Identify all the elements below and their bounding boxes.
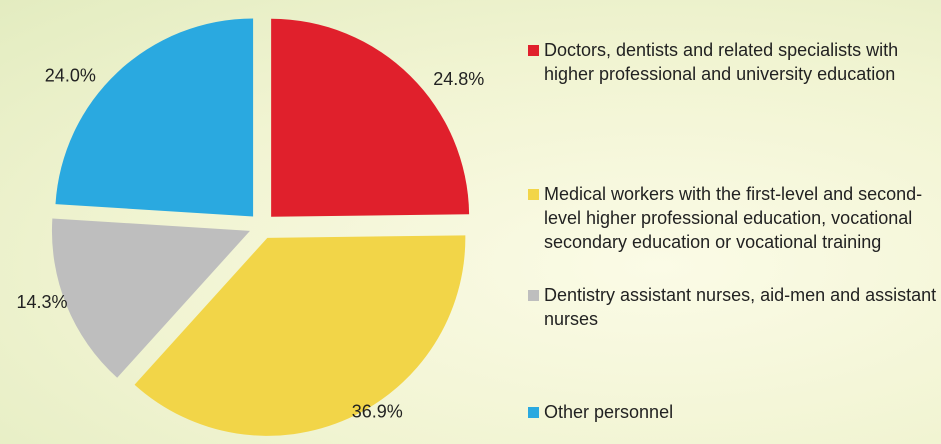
legend-label: Doctors, dentists and related specialist… [544,40,899,84]
pie-slice [55,18,254,217]
legend-swatch [528,290,539,301]
pie-slice [51,218,250,378]
data-label: 14.3% [16,292,67,312]
legend-entry: Doctors, dentists and related specialist… [528,38,941,86]
pie-slice [134,235,466,436]
pie-slice [271,18,470,217]
data-label: 24.0% [45,65,96,85]
legend-label: Dentistry assistant nurses, aid-men and … [544,285,937,329]
legend-entry: Dentistry assistant nurses, aid-men and … [528,283,941,331]
legend-swatch [528,189,539,200]
legend-label: Other personnel [544,402,674,422]
legend-swatch [528,45,539,56]
legend-entry: Medical workers with the first-level and… [528,182,941,254]
legend-swatch [528,407,539,418]
legend-label: Medical workers with the first-level and… [544,184,923,252]
data-label: 24.8% [433,69,484,89]
data-label: 36.9% [352,402,403,422]
legend-entry: Other personnel [528,400,941,424]
